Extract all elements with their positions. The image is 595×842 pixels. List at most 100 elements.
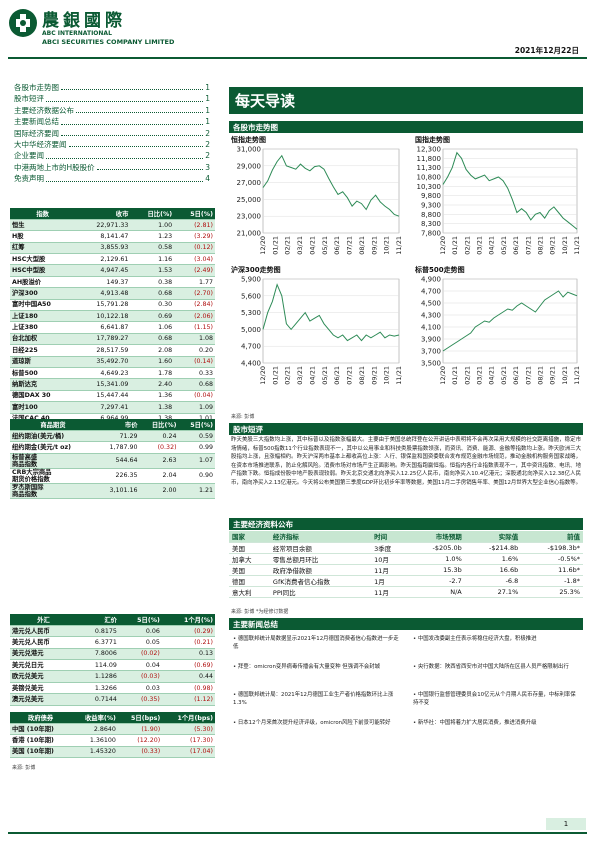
x-tick-label: 09/21 bbox=[370, 366, 378, 385]
toc-item[interactable]: 主要新闻总结 1 bbox=[14, 116, 210, 127]
table-cell: 1.09 bbox=[174, 401, 215, 414]
footer-divider bbox=[8, 832, 587, 834]
table-cell: (2.81) bbox=[174, 219, 215, 232]
econ-cell: 27.1% bbox=[464, 586, 522, 598]
brand-name-cn: 農銀國際 bbox=[42, 11, 126, 31]
table-cell: (0.32) bbox=[139, 441, 179, 454]
table-cell: 0.33 bbox=[174, 367, 215, 380]
table-cell: 0.44 bbox=[161, 670, 215, 683]
table-header: 指数 bbox=[10, 208, 76, 220]
toc-item[interactable]: 各股市走势图 1 bbox=[14, 82, 210, 93]
econ-cell: 1月 bbox=[371, 575, 409, 587]
econ-header: 实际值 bbox=[464, 531, 522, 543]
brand-company-name: ABCI SECURITIES COMPANY LIMITED bbox=[42, 38, 175, 46]
table-cell: 1.36 bbox=[130, 390, 175, 403]
table-cell: 0.13 bbox=[161, 648, 215, 661]
table-cell: 1.16 bbox=[130, 253, 175, 266]
series-line bbox=[442, 151, 578, 230]
table-row: 上证380 6,641.87 1.06 (1.15) bbox=[10, 321, 215, 334]
table-cell: 2.63 bbox=[139, 453, 179, 469]
table-cell: 4,913.48 bbox=[75, 287, 131, 300]
table-cell: 1.08 bbox=[174, 333, 215, 346]
plot-frame bbox=[262, 278, 400, 364]
news-item[interactable]: • 新华社：中国将着力扩大居民消费，推进消费升级 bbox=[413, 720, 537, 726]
toc-item-label: 主要新闻总结 bbox=[14, 117, 59, 127]
y-tick-label: 8,800 bbox=[421, 211, 441, 219]
toc-item[interactable]: 股市短评 1 bbox=[14, 93, 210, 104]
econ-row: 美国 经常项目余额 3季度 -$205.0b -$214.8b -$198.3b* bbox=[229, 542, 583, 554]
toc-leader bbox=[76, 105, 204, 114]
x-tick-label: 07/21 bbox=[346, 236, 354, 255]
toc-item[interactable]: 中港两地上市的H股股价 3 bbox=[14, 162, 210, 173]
toc-item[interactable]: 主要经济数据公布 1 bbox=[14, 105, 210, 116]
toc-item[interactable]: 企业要闻 2 bbox=[14, 150, 210, 161]
y-tick-label: 31,000 bbox=[237, 146, 262, 154]
news-item[interactable]: • 中国银行监督管理委员会10亿元从个月期人民币存量，中标利率保持不变 bbox=[413, 692, 576, 706]
table-cell: 2.40 bbox=[130, 378, 175, 391]
toc-item[interactable]: 国际经济要闻 2 bbox=[14, 128, 210, 139]
news-item[interactable]: • 日本12个月来首次提升经济评级，omicron风险下前景可能转好 bbox=[233, 720, 391, 726]
table-cell: 欧元兑美元 bbox=[10, 670, 78, 683]
econ-cell: -$214.8b bbox=[464, 542, 522, 554]
x-tick-label: 07/21 bbox=[346, 366, 354, 385]
y-tick-label: 11,300 bbox=[417, 164, 442, 172]
table-cell: HSC中型股 bbox=[10, 264, 76, 277]
table-header: 5日(%) bbox=[174, 208, 215, 220]
x-tick-label: 11/21 bbox=[395, 366, 403, 385]
table-cell: 0.69 bbox=[130, 310, 175, 323]
econ-cell: 1.6% bbox=[464, 553, 522, 565]
table-cell: (2.06) bbox=[174, 310, 215, 323]
news-item[interactable]: • 央行数据：陕西省西安市对中国大陆所在区县人员严格限制出行 bbox=[413, 664, 569, 670]
econ-cell: 25.3% bbox=[521, 586, 583, 598]
toc-leader bbox=[46, 150, 204, 159]
table-row: 纽约期油(美元/桶) 71.29 0.24 0.59 bbox=[10, 430, 215, 443]
table-cell: 美元兑港元 bbox=[10, 648, 78, 661]
table-cell: 2.8640 bbox=[71, 723, 118, 736]
chart-source: 来源: 彭博 bbox=[231, 414, 255, 420]
x-tick-label: 11/21 bbox=[573, 366, 581, 385]
toc-page: 3 bbox=[205, 162, 210, 172]
table-cell: 2.00 bbox=[139, 483, 179, 499]
table-cell: (0.04) bbox=[174, 390, 215, 403]
commentary-title: 股市短评 bbox=[229, 423, 583, 435]
table-cell: (12.20) bbox=[117, 734, 163, 747]
x-tick-label: 12/20 bbox=[259, 236, 267, 255]
x-tick-label: 01/21 bbox=[271, 236, 279, 255]
econ-cell: 经常项目余额 bbox=[269, 542, 372, 554]
econ-row: 德国 GfK消费者信心指数 1月 -2.7 -6.8 -1.8* bbox=[229, 575, 583, 587]
news-item[interactable]: • 德国联邦统计局数据显示2021年12月德国消费者信心指数进一步走低 bbox=[233, 636, 399, 650]
table-cell: 2.04 bbox=[139, 468, 179, 484]
table-cell: 71.29 bbox=[95, 430, 140, 443]
x-tick-label: 11/21 bbox=[573, 236, 581, 255]
table-cell: (3.29) bbox=[174, 230, 215, 243]
econ-cell: 美国 bbox=[229, 564, 270, 576]
econ-cell: 美国 bbox=[229, 542, 270, 554]
toc-page: 1 bbox=[205, 117, 210, 127]
toc-item[interactable]: 大中华经济要闻 2 bbox=[14, 139, 210, 150]
x-tick-label: 04/21 bbox=[308, 236, 316, 255]
table-row: AH股溢价 149.37 0.38 1.77 bbox=[10, 276, 215, 289]
table-cell: 1.77 bbox=[174, 276, 215, 289]
toc-item-label: 国际经济要闻 bbox=[14, 128, 59, 138]
toc-item-label: 企业要闻 bbox=[14, 151, 44, 161]
table-cell: 0.8175 bbox=[77, 625, 119, 638]
y-tick-label: 12,300 bbox=[417, 146, 442, 154]
toc-leader bbox=[46, 93, 204, 102]
table-cell: 0.99 bbox=[178, 441, 215, 454]
x-tick-label: 06/21 bbox=[333, 366, 341, 385]
table-cell: 纽约期金(美元/t oz) bbox=[10, 441, 96, 454]
table-cell: (0.03) bbox=[118, 670, 162, 683]
news-item[interactable]: • 拜登：omicron变异病毒传播会有大量变种 但强调不会封城 bbox=[233, 664, 381, 670]
chart-title: 标普500走势图 bbox=[415, 266, 465, 274]
news-item[interactable]: • 德国联邦统计局：2021年12月德国工业生产者价格指数环比上涨1.3% bbox=[233, 692, 394, 706]
table-cell: 标普高盛 商品指数 bbox=[10, 453, 96, 469]
news-item[interactable]: • 中国发改委副主任表示将稳住经济大盘，积极推进 bbox=[413, 636, 537, 642]
toc-item[interactable]: 免责声明 4 bbox=[14, 173, 210, 184]
x-tick-label: 08/21 bbox=[358, 236, 366, 255]
table-cell: 1.3266 bbox=[77, 682, 119, 695]
table-cell: 台北加权 bbox=[10, 333, 76, 346]
econ-cell: 政府净借款额 bbox=[269, 564, 372, 576]
table-cell: 澳元兑美元 bbox=[10, 693, 78, 706]
table-cell: (2.84) bbox=[174, 299, 215, 312]
